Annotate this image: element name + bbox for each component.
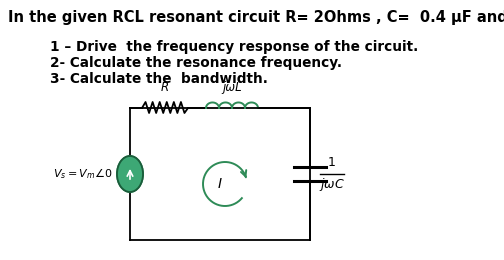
- Ellipse shape: [117, 156, 143, 192]
- Ellipse shape: [117, 156, 143, 192]
- Text: $V_s = V_m \angle 0$: $V_s = V_m \angle 0$: [52, 167, 112, 181]
- Text: 3- Calculate the  bandwidth.: 3- Calculate the bandwidth.: [50, 72, 268, 86]
- Text: I: I: [218, 177, 222, 191]
- Text: $j\omega C$: $j\omega C$: [319, 176, 345, 193]
- Text: R: R: [161, 81, 169, 94]
- Text: 1: 1: [328, 156, 336, 169]
- Text: jωL: jωL: [222, 81, 242, 94]
- Text: 2- Calculate the resonance frequency.: 2- Calculate the resonance frequency.: [50, 56, 342, 70]
- Text: In the given RCL resonant circuit R= 2Ohms , C=  0.4 μF and L=1mH.: In the given RCL resonant circuit R= 2Oh…: [8, 10, 504, 25]
- Text: 1 – Drive  the frequency response of the circuit.: 1 – Drive the frequency response of the …: [50, 40, 418, 54]
